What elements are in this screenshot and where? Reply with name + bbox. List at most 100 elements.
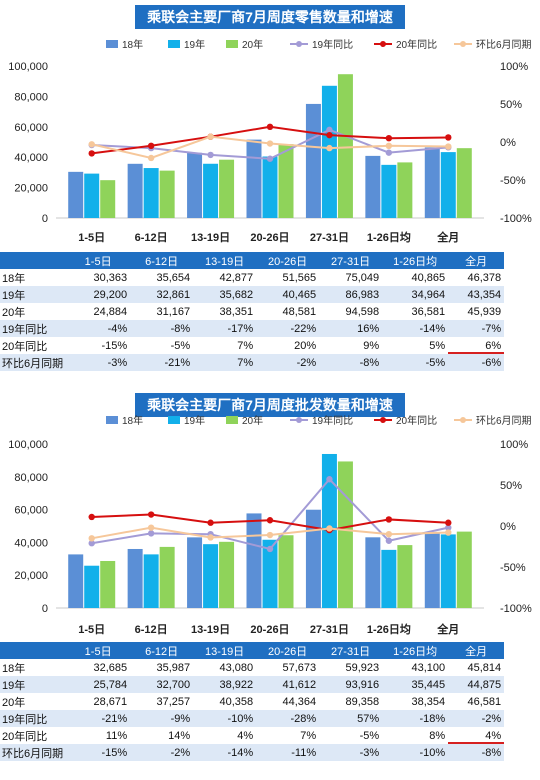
retail-chart-panel: 乘联会主要厂商7月周度零售数量和增速 18年 19年 20年 19年同比 20年同比 环比6… [0,0,540,372]
line-yoy20-point [385,135,393,142]
table-cell: 28,671 [66,693,131,710]
table-cell: 38,351 [193,303,257,320]
line-mom-point [266,531,274,539]
x-tick-label: 13-19日 [191,623,230,636]
y2-tick-label: 50% [500,99,522,111]
y2-tick-label: 50% [500,480,522,492]
y-tick-label: 0 [42,213,48,225]
table-row-label: 20年同比 [0,337,67,354]
line-yoy19-point [326,476,333,483]
legend-marker-line-yoy19 [296,417,302,423]
table-cell: -17% [193,320,257,337]
bar-18 [68,554,84,608]
table-header-cell: 13-19日 [193,252,257,269]
table-cell: 42,877 [193,269,257,286]
line-mom-point [88,141,95,148]
table-row: 19年 25,784 32,700 38,922 41,612 93,916 35,445 4… [0,676,505,693]
bar-19 [440,534,456,608]
table-cell: 4% [193,727,257,744]
table-row-label: 19年 [0,286,67,303]
table-cell: 75,049 [319,269,383,286]
line-mom-point [385,531,393,538]
y-tick-label: 40,000 [14,537,48,549]
line-yoy20-point [266,123,274,130]
bar-18 [424,147,440,218]
x-tick-label: 全月 [436,622,459,636]
table-row: 环比6月同期 -15% -2% -14% -11% -3% -10% -8% [0,744,505,761]
bar-18 [127,163,143,218]
table-cell: -2% [130,744,194,761]
table-cell: 57% [319,710,383,727]
table-cell: 36,581 [382,303,449,320]
table-row-label: 19年 [0,676,67,693]
table-cell: 14% [130,727,194,744]
line-yoy19-point [445,524,452,531]
bar-20 [219,541,235,608]
table-cell: -6% [448,354,505,371]
table-cell: -8% [130,320,194,337]
table-cell: 35,987 [130,659,194,676]
bar-20 [219,159,235,218]
legend-swatch-bar-18 [106,40,118,48]
table-cell: 8% [382,727,449,744]
bar-19 [143,554,159,608]
y2-tick-label: -50% [500,562,526,574]
line-mom-point [207,133,214,140]
table-cell: 31,167 [130,303,194,320]
line-yoy20-point [385,516,393,523]
table-header-cell: 全月 [448,252,505,269]
table-cell: -18% [382,710,449,727]
legend-swatch-bar-20 [226,416,238,424]
y2-tick-label: -100% [500,213,532,225]
table-cell: 46,581 [448,693,505,710]
line-yoy20-point [207,519,214,526]
bar-19 [321,85,337,218]
table-row: 18年 30,363 35,654 42,877 51,565 75,049 40,865 4… [0,269,505,286]
bar-19 [381,549,397,608]
table-cell: 46,378 [448,269,505,286]
table-row-label: 20年同比 [0,727,67,744]
table-row-label: 19年同比 [0,320,67,337]
table-row-label: 环比6月同期 [0,354,67,371]
table-cell: -8% [319,354,383,371]
table-cell: 5% [382,337,449,354]
line-yoy20-point [88,150,95,157]
table-header-cell: 13-19日 [193,642,257,659]
line-yoy19-point [326,126,333,134]
table-cell: 7% [193,354,257,371]
table-cell: 51,565 [256,269,320,286]
table-header-cell: 20-26日 [256,642,320,659]
y2-tick-label: 100% [500,439,528,451]
table-cell: 24,884 [66,303,131,320]
table-cell: 30,363 [66,269,131,286]
x-tick-label: 6-12日 [135,231,168,244]
table-cell: 86,983 [319,286,383,303]
legend-swatch-bar-18 [106,416,118,424]
bar-20 [100,180,116,218]
table-cell: -5% [382,354,449,371]
table-cell: 40,865 [382,269,449,286]
bar-20 [278,535,294,608]
y-tick-label: 100,000 [8,439,48,451]
line-mom-point [266,140,274,147]
legend-label-bar-18: 18年 [122,414,143,427]
table-cell: 25,784 [66,676,131,693]
legend-label-line-mom: 环比6月同期 [476,415,532,427]
bar-18 [246,513,262,608]
table-row-label: 18年 [0,269,67,286]
table-row-label: 20年 [0,693,67,710]
bar-20 [456,148,472,218]
legend-swatch-bar-19 [168,416,180,424]
bar-20 [278,144,294,218]
y-tick-label: 40,000 [14,152,48,164]
line-yoy20-point [88,513,95,521]
line-mom-point [147,154,155,162]
y-tick-label: 80,000 [14,91,48,103]
wholesale-data-table: 1-5日 6-12日 13-19日 20-26日 27-31日 1-26日均 全月 18年 32… [0,642,505,761]
y-tick-label: 0 [42,603,48,615]
y2-tick-label: 0% [500,521,516,533]
table-row: 环比6月同期 -3% -21% 7% -2% -8% -5% -6% [0,354,505,371]
table-cell: 20% [256,337,320,354]
table-cell: 38,922 [193,676,257,693]
table-header-cell: 27-31日 [319,252,383,269]
